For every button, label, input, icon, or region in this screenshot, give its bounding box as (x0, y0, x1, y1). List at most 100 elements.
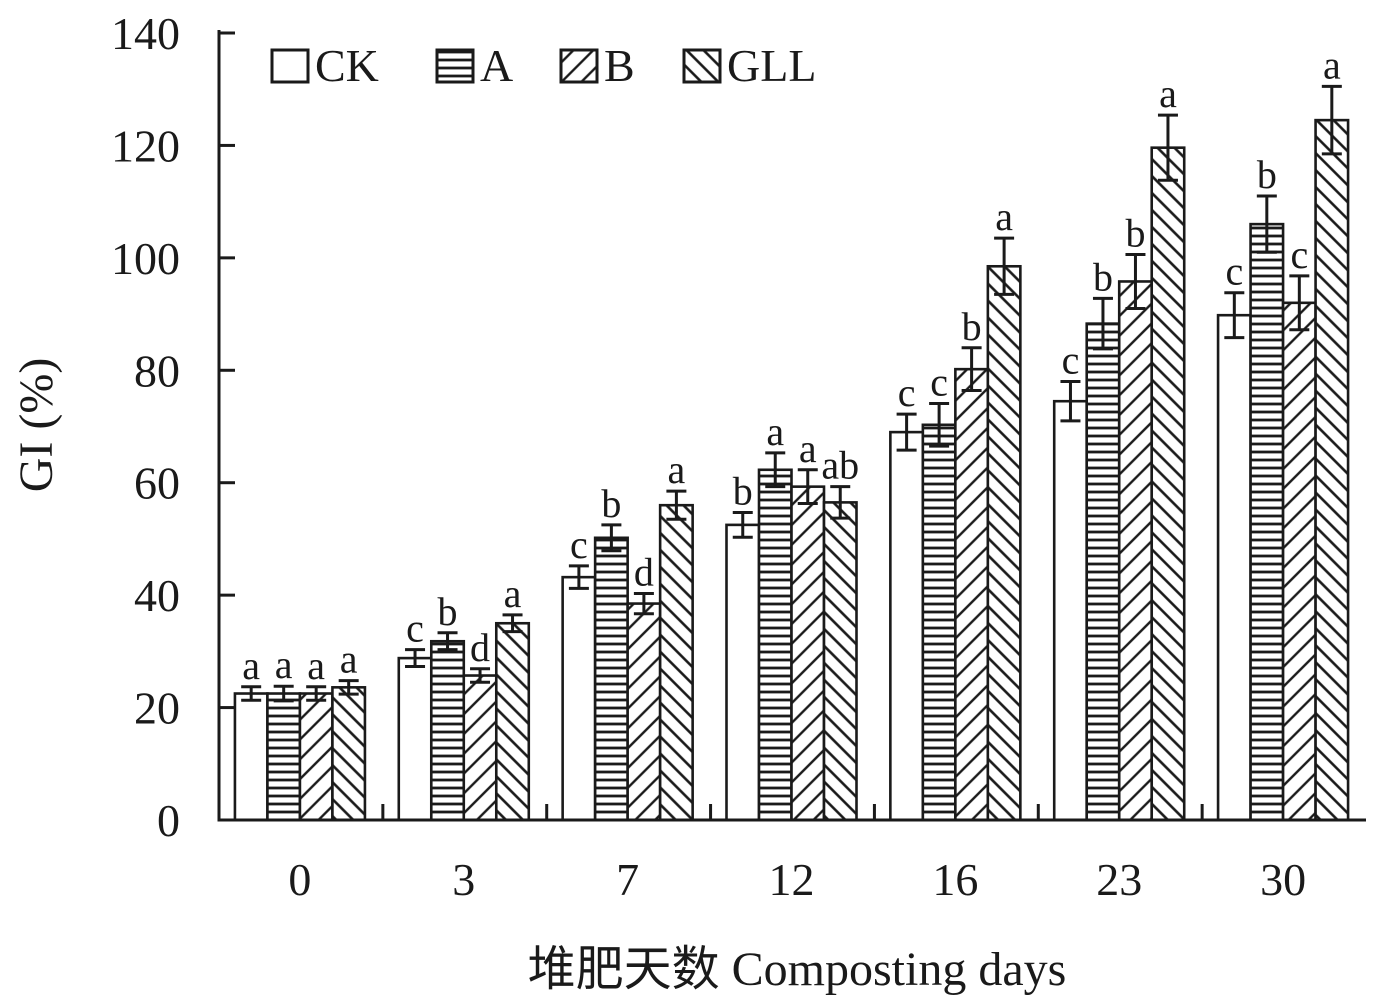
bar-a-day-3 (429, 639, 466, 822)
sig-label-b-day-30: c (1290, 232, 1308, 277)
y-tick-label: 120 (111, 120, 180, 171)
sig-label-a-day-30: b (1257, 152, 1277, 197)
sig-label-a-day-7: b (601, 481, 621, 526)
sig-label-b-day-23: b (1125, 210, 1145, 255)
y-tick-label: 80 (134, 345, 180, 396)
bar-gll-day-7 (658, 503, 694, 822)
error-bar-ck-day-16 (896, 412, 917, 452)
legend-item-gll: GLL (682, 40, 816, 91)
sig-label-b-day-16: b (962, 304, 982, 349)
sig-label-b-day-7: d (634, 549, 654, 594)
x-tick-label: 0 (288, 854, 311, 905)
error-bar-ck-day-12 (732, 511, 753, 539)
error-bar-ck-day-30 (1224, 291, 1245, 340)
x-tick-label: 23 (1096, 854, 1142, 905)
bar-a-day-0 (266, 692, 302, 822)
bar-ck-day-12 (725, 523, 761, 822)
error-bar-ck-day-0 (241, 685, 262, 702)
error-bar-a-day-0 (273, 684, 294, 703)
sig-label-gll-day-0: a (340, 637, 358, 682)
error-bar-gll-day-3 (502, 613, 523, 634)
y-tick-label: 60 (134, 458, 180, 509)
bar-b-day-30 (1281, 301, 1317, 822)
x-axis-title: 堆肥天数 Composting days (528, 943, 1067, 996)
legend-swatch-ck (270, 48, 310, 84)
error-bar-ck-day-7 (568, 564, 589, 590)
sig-label-ck-day-3: c (406, 606, 424, 651)
bar-gll-day-23 (1150, 146, 1186, 822)
sig-label-gll-day-12: ab (821, 443, 859, 488)
legend-item-b: B (559, 40, 635, 91)
sig-label-gll-day-30: a (1323, 42, 1341, 87)
error-bar-gll-day-30 (1321, 84, 1342, 156)
legend-item-ck: CK (270, 40, 379, 91)
y-axis-title: GI (%) (10, 358, 63, 493)
axes: 0 20 40 60 80 100 120 140 0 3 7 12 16 23 30 (111, 8, 1366, 905)
error-bar-gll-day-12 (830, 485, 851, 520)
error-bar-b-day-30 (1289, 274, 1310, 332)
x-tick-label: 12 (769, 854, 815, 905)
x-axis-ticks: 0 3 7 12 16 23 30 (288, 804, 1306, 905)
sig-label-b-day-0: a (307, 643, 325, 688)
legend-label-ck: CK (315, 40, 379, 91)
error-bar-b-day-16 (961, 346, 982, 393)
bar-ck-day-7 (561, 575, 597, 822)
y-axis-ticks: 0 20 40 60 80 100 120 140 (111, 8, 235, 846)
sig-label-ck-day-30: c (1225, 249, 1243, 294)
bar-ck-day-3 (397, 656, 433, 822)
error-bar-ck-day-3 (405, 648, 426, 669)
y-tick-label: 0 (157, 795, 180, 846)
bar-b-day-12 (790, 485, 826, 822)
bar-b-day-7 (626, 602, 662, 822)
legend-label-b: B (604, 40, 635, 91)
error-bar-b-day-0 (306, 685, 327, 702)
bar-gll-day-16 (986, 264, 1022, 822)
bar-ck-day-0 (233, 692, 269, 822)
bar-gll-day-30 (1314, 118, 1350, 822)
bar-gll-day-0 (331, 686, 367, 822)
error-bar-gll-day-7 (666, 489, 687, 521)
sig-label-ck-day-7: c (570, 522, 588, 567)
legend-swatch-b (559, 48, 599, 84)
x-tick-label: 3 (452, 854, 475, 905)
bar-ck-day-16 (889, 430, 925, 822)
sig-label-gll-day-23: a (1159, 71, 1177, 116)
bar-gll-day-3 (494, 621, 531, 822)
error-bar-b-day-23 (1125, 252, 1146, 310)
sig-label-a-day-3: b (438, 589, 458, 634)
y-tick-label: 20 (134, 683, 180, 734)
x-tick-label: 7 (616, 854, 639, 905)
error-bar-gll-day-16 (994, 236, 1015, 296)
sig-label-b-day-3: d (470, 625, 490, 670)
y-tick-label: 40 (134, 570, 180, 621)
error-bar-b-day-12 (797, 468, 818, 506)
error-bar-a-day-30 (1256, 194, 1277, 254)
legend-label-a: A (480, 40, 513, 91)
legend-label-gll: GLL (727, 40, 816, 91)
sig-label-ck-day-12: b (733, 469, 753, 514)
bar-b-day-0 (298, 692, 334, 822)
sig-label-b-day-12: a (799, 426, 817, 471)
sig-label-gll-day-16: a (995, 194, 1013, 239)
x-tick-label: 16 (932, 854, 978, 905)
error-bar-b-day-7 (633, 591, 654, 616)
y-tick-label: 140 (111, 8, 180, 59)
bar-a-day-7 (593, 536, 629, 822)
sig-label-a-day-23: b (1093, 254, 1113, 299)
sig-label-ck-day-0: a (242, 643, 260, 688)
sig-label-a-day-0: a (275, 642, 293, 687)
bar-b-day-23 (1117, 280, 1154, 822)
error-bar-gll-day-23 (1157, 113, 1178, 182)
sig-label-a-day-16: c (930, 359, 948, 404)
sig-label-a-day-12: a (766, 409, 784, 454)
bars (233, 118, 1350, 822)
sig-label-gll-day-7: a (668, 447, 686, 492)
error-bar-gll-day-0 (338, 679, 359, 696)
legend-swatch-gll (682, 48, 722, 84)
error-bar-a-day-3 (437, 631, 458, 652)
legend-item-a: A (435, 40, 513, 91)
bar-a-day-30 (1249, 222, 1285, 822)
bar-a-day-16 (921, 423, 957, 822)
